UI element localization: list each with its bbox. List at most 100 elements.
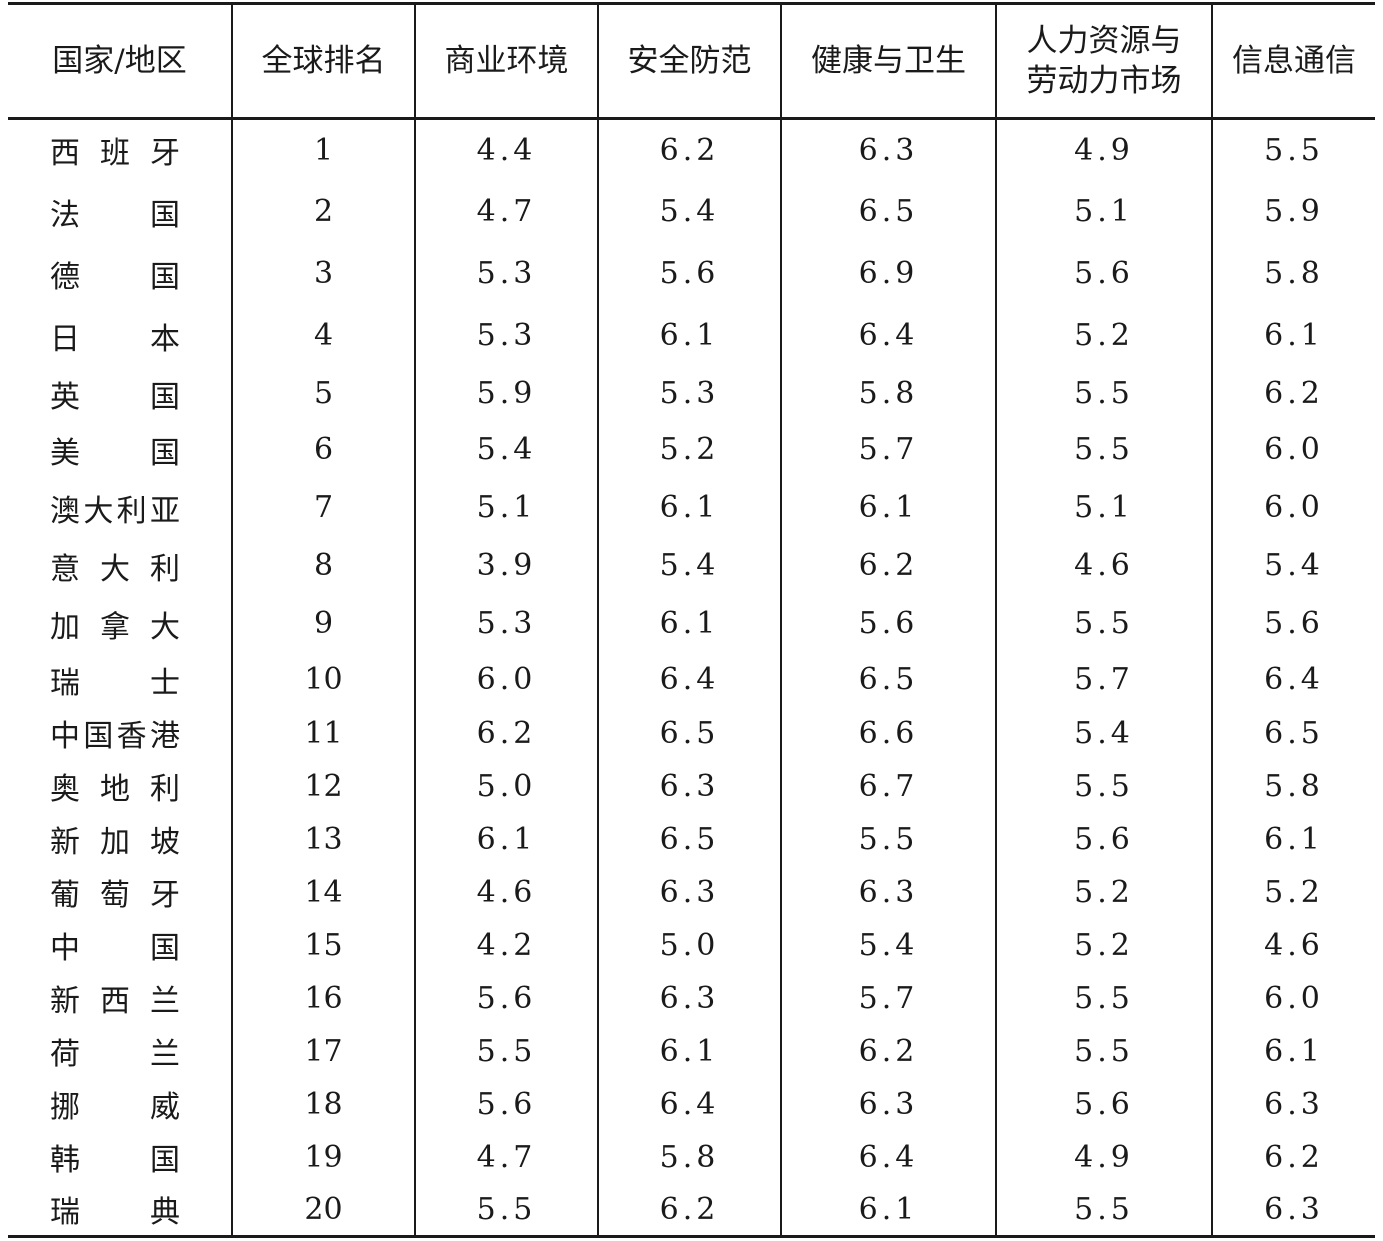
ict-cell: 5.8 xyxy=(1211,242,1375,305)
rank-cell: 10 xyxy=(231,652,415,707)
business-env-cell: 5.4 xyxy=(414,420,598,479)
ict-cell: 5.9 xyxy=(1211,180,1375,243)
business-env-cell: 4.2 xyxy=(414,918,598,972)
table-row: 德国 3 5.3 5.6 6.9 5.6 5.8 xyxy=(8,242,1375,305)
safety-cell: 6.4 xyxy=(597,652,781,707)
health-cell: 6.2 xyxy=(780,1024,996,1078)
safety-cell: 6.3 xyxy=(597,971,781,1025)
business-env-cell: 6.1 xyxy=(414,812,598,866)
country-cell: 葡萄牙 xyxy=(8,866,232,919)
ict-cell: 5.4 xyxy=(1211,536,1375,595)
rank-cell: 12 xyxy=(231,759,415,813)
country-cell: 中国 xyxy=(8,919,232,972)
ict-cell: 6.1 xyxy=(1211,304,1375,367)
header-safety-security: 安全防范 xyxy=(597,2,781,120)
rank-cell: 13 xyxy=(231,812,415,866)
table-row: 中国香港 11 6.2 6.5 6.6 5.4 6.5 xyxy=(8,706,1375,760)
country-cell: 美国 xyxy=(8,421,232,479)
ict-cell: 6.5 xyxy=(1211,706,1375,760)
country-name: 奥地利 xyxy=(50,772,180,807)
table-row: 西班牙 1 4.4 6.2 6.3 4.9 5.5 xyxy=(8,118,1375,181)
table-row: 法国 2 4.7 5.4 6.5 5.1 5.9 xyxy=(8,180,1375,243)
country-name: 意大利 xyxy=(50,551,180,587)
hr-cell: 5.6 xyxy=(995,812,1212,866)
country-cell: 德国 xyxy=(8,243,232,305)
hr-cell: 5.5 xyxy=(995,759,1212,813)
table-row: 荷兰 17 5.5 6.1 6.2 5.5 6.1 xyxy=(8,1024,1375,1078)
safety-cell: 5.4 xyxy=(597,536,781,595)
business-env-cell: 5.5 xyxy=(414,1183,598,1238)
country-name: 新加坡 xyxy=(50,825,180,860)
country-name: 法国 xyxy=(50,197,180,233)
rank-cell: 5 xyxy=(231,366,415,421)
ict-cell: 4.6 xyxy=(1211,918,1375,972)
safety-cell: 6.1 xyxy=(597,304,781,367)
rank-cell: 17 xyxy=(231,1024,415,1078)
country-cell: 澳大利亚 xyxy=(8,479,232,537)
ict-cell: 5.2 xyxy=(1211,865,1375,919)
hr-cell: 5.1 xyxy=(995,180,1212,243)
rank-cell: 3 xyxy=(231,242,415,305)
rank-cell: 1 xyxy=(231,118,415,181)
health-cell: 6.4 xyxy=(780,304,996,367)
rank-cell: 15 xyxy=(231,918,415,972)
rank-cell: 4 xyxy=(231,304,415,367)
hr-cell: 5.5 xyxy=(995,1024,1212,1078)
country-name: 英国 xyxy=(50,379,180,415)
safety-cell: 6.5 xyxy=(597,812,781,866)
health-cell: 6.3 xyxy=(780,118,996,181)
country-name: 挪威 xyxy=(50,1090,180,1125)
hr-cell: 5.6 xyxy=(995,1077,1212,1131)
hr-cell: 5.5 xyxy=(995,1183,1212,1238)
hr-cell: 5.5 xyxy=(995,971,1212,1025)
header-business-environment: 商业环境 xyxy=(414,2,598,120)
table-row: 韩国 19 4.7 5.8 6.4 4.9 6.2 xyxy=(8,1130,1375,1184)
table-body: 西班牙 1 4.4 6.2 6.3 4.9 5.5 法国 2 4.7 5.4 6.5 5.1 5.9 德国 3… xyxy=(8,118,1375,1238)
country-cell: 挪威 xyxy=(8,1078,232,1131)
ict-cell: 6.3 xyxy=(1211,1183,1375,1238)
header-health-hygiene: 健康与卫生 xyxy=(780,2,996,120)
health-cell: 6.1 xyxy=(780,478,996,537)
country-cell: 奥地利 xyxy=(8,760,232,813)
ranking-table-container: 国家/地区 全球排名 商业环境 安全防范 健康与卫生 人力资源与劳动力市场 信息… xyxy=(8,2,1375,1238)
ict-cell: 6.2 xyxy=(1211,366,1375,421)
business-env-cell: 5.6 xyxy=(414,971,598,1025)
safety-cell: 6.1 xyxy=(597,478,781,537)
hr-cell: 5.5 xyxy=(995,594,1212,653)
safety-cell: 5.0 xyxy=(597,918,781,972)
table-row: 葡萄牙 14 4.6 6.3 6.3 5.2 5.2 xyxy=(8,865,1375,919)
table-row: 中国 15 4.2 5.0 5.4 5.2 4.6 xyxy=(8,918,1375,972)
safety-cell: 6.3 xyxy=(597,865,781,919)
table-row: 美国 6 5.4 5.2 5.7 5.5 6.0 xyxy=(8,420,1375,479)
table-header-row: 国家/地区 全球排名 商业环境 安全防范 健康与卫生 人力资源与劳动力市场 信息… xyxy=(8,2,1375,120)
country-cell: 西班牙 xyxy=(8,119,232,181)
country-cell: 法国 xyxy=(8,181,232,243)
ict-cell: 5.5 xyxy=(1211,118,1375,181)
safety-cell: 5.6 xyxy=(597,242,781,305)
safety-cell: 5.4 xyxy=(597,180,781,243)
country-name: 新西兰 xyxy=(50,984,180,1019)
rank-cell: 16 xyxy=(231,971,415,1025)
safety-cell: 6.3 xyxy=(597,759,781,813)
safety-cell: 5.8 xyxy=(597,1130,781,1184)
header-global-rank: 全球排名 xyxy=(231,2,415,120)
health-cell: 6.4 xyxy=(780,1130,996,1184)
health-cell: 6.2 xyxy=(780,536,996,595)
business-env-cell: 4.7 xyxy=(414,1130,598,1184)
country-cell: 瑞典 xyxy=(8,1183,232,1238)
hr-cell: 5.2 xyxy=(995,918,1212,972)
country-name: 荷兰 xyxy=(50,1037,180,1072)
rank-cell: 11 xyxy=(231,706,415,760)
health-cell: 6.9 xyxy=(780,242,996,305)
hr-cell: 5.5 xyxy=(995,366,1212,421)
table-row: 挪威 18 5.6 6.4 6.3 5.6 6.3 xyxy=(8,1077,1375,1131)
country-cell: 瑞士 xyxy=(8,653,232,707)
rank-cell: 9 xyxy=(231,594,415,653)
ict-cell: 6.0 xyxy=(1211,478,1375,537)
safety-cell: 6.1 xyxy=(597,1024,781,1078)
country-cell: 意大利 xyxy=(8,537,232,595)
header-country: 国家/地区 xyxy=(8,2,232,120)
table-row: 瑞士 10 6.0 6.4 6.5 5.7 6.4 xyxy=(8,652,1375,707)
business-env-cell: 5.3 xyxy=(414,594,598,653)
health-cell: 5.8 xyxy=(780,366,996,421)
